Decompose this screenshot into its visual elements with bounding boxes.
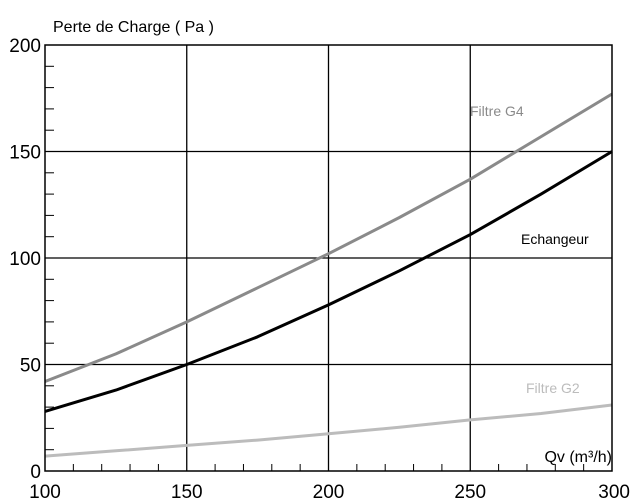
grid (45, 45, 612, 471)
minor-ticks (45, 65, 585, 471)
x-tick-label: 100 (29, 482, 61, 502)
series-line-echangeur (44, 150, 613, 413)
x-axis-title: Qv (m³/h) (544, 449, 612, 466)
x-tick-label: 300 (598, 482, 630, 502)
x-tick-label: 250 (454, 482, 486, 502)
y-tick-label: 0 (30, 462, 41, 483)
tick-labels: 0 50 100 150 200 100 150 200 250 300 (9, 36, 630, 502)
y-tick-label: 150 (9, 143, 41, 164)
series-line-filtre-g2 (44, 403, 613, 458)
x-tick-label: 200 (313, 482, 345, 502)
series-line-filtre-g4 (44, 92, 613, 383)
y-tick-label: 50 (20, 356, 41, 377)
series-label-echangeur: Echangeur (521, 231, 589, 247)
y-tick-label: 100 (9, 249, 41, 270)
series-label-filtre-g4: Filtre G4 (470, 103, 524, 119)
y-tick-label: 200 (9, 36, 41, 57)
series-label-filtre-g2: Filtre G2 (526, 380, 580, 396)
y-axis-title: Perte de Charge ( Pa ) (53, 19, 214, 36)
series-lines (44, 92, 613, 458)
x-tick-label: 150 (171, 482, 203, 502)
plot-frame (44, 44, 613, 472)
